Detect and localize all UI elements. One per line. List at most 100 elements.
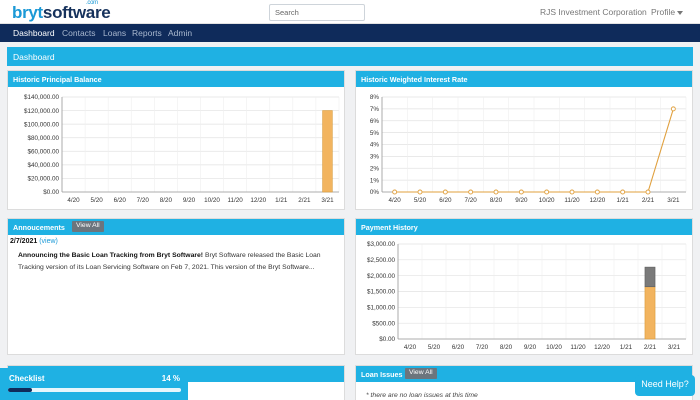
principal-balance-chart: $0.00 $20,000.00 $40,000.00 $60,000.00 $80,0… bbox=[24, 94, 340, 204]
x-tick-label: 9/20 bbox=[515, 197, 528, 204]
y-tick-label: $140,000.00 bbox=[24, 94, 60, 101]
announcements-view-all-button[interactable]: View All bbox=[72, 221, 104, 232]
y-tick-label: $120,000.00 bbox=[24, 108, 60, 115]
data-point bbox=[468, 189, 474, 195]
x-tick-label: 10/20 bbox=[204, 197, 220, 204]
data-point bbox=[493, 189, 499, 195]
x-tick-label: 12/20 bbox=[594, 344, 610, 351]
x-tick-label: 1/21 bbox=[620, 344, 633, 351]
x-tick-label: 6/20 bbox=[439, 197, 452, 204]
announcements-card: Annoucements View All bbox=[7, 218, 345, 355]
nav-admin[interactable]: Admin bbox=[168, 28, 193, 38]
x-tick-label: 2/21 bbox=[298, 197, 311, 204]
interest-rate-chart: 0% 1% 2% 3% 4% 5% 6% 7% 8% 4/20 5/20 6/20 7/20 8/20 9/… bbox=[370, 94, 687, 204]
announcements-header: Annoucements View All bbox=[8, 219, 344, 235]
caret-down-icon bbox=[677, 10, 684, 15]
y-tick-label: $0.00 bbox=[379, 336, 395, 343]
x-tick-label: 10/20 bbox=[539, 197, 555, 204]
y-tick-label: 0% bbox=[370, 189, 380, 196]
data-point bbox=[620, 189, 626, 195]
y-tick-label: $0.00 bbox=[43, 189, 59, 196]
main-nav: Dashboard Contacts Loans Reports Admin bbox=[0, 24, 700, 42]
data-point bbox=[518, 189, 524, 195]
interest-rate-card: Historic Weighted Interest Rate 0% 1% 2% 3%… bbox=[355, 70, 693, 210]
loan-issues-view-all-button[interactable]: View All bbox=[405, 368, 437, 379]
announcements-title: Annoucements bbox=[13, 223, 65, 232]
nav-loans[interactable]: Loans bbox=[103, 28, 127, 38]
x-tick-label: 5/20 bbox=[90, 197, 103, 204]
x-tick-label: 12/20 bbox=[250, 197, 266, 204]
y-tick-label: 4% bbox=[370, 142, 380, 149]
checklist-title: Checklist bbox=[9, 374, 45, 383]
x-tick-label: 12/20 bbox=[589, 197, 605, 204]
interest-rate-title: Historic Weighted Interest Rate bbox=[356, 71, 692, 87]
y-tick-label: 7% bbox=[370, 106, 380, 113]
bar-segment bbox=[644, 266, 656, 288]
principal-balance-title: Historic Principal Balance bbox=[8, 71, 344, 87]
profile-menu[interactable]: Profile bbox=[651, 7, 684, 17]
loan-issues-header: Loan Issues View All bbox=[356, 366, 692, 382]
announcement-body: Bryt Software released the Basic Loan Tr… bbox=[18, 252, 321, 271]
top-bar: brytsoftware .com RJS Investment Corpora… bbox=[0, 0, 700, 24]
y-tick-label: $2,500.00 bbox=[367, 257, 396, 264]
checklist-widget[interactable]: Checklist 14 % bbox=[0, 368, 188, 400]
x-tick-label: 8/20 bbox=[500, 344, 513, 351]
y-tick-label: 3% bbox=[370, 154, 380, 161]
search-input[interactable] bbox=[269, 4, 365, 21]
profile-label: Profile bbox=[651, 7, 676, 17]
bar bbox=[322, 110, 333, 193]
announcement-text: Announcing the Basic Loan Tracking from … bbox=[18, 250, 340, 273]
announcement-view-link[interactable]: (view) bbox=[39, 238, 58, 245]
x-tick-label: 10/20 bbox=[546, 344, 562, 351]
x-tick-label: 11/20 bbox=[570, 344, 586, 351]
checklist-progress-track bbox=[8, 388, 181, 392]
nav-contacts[interactable]: Contacts bbox=[62, 28, 96, 38]
payment-history-chart: $0.00 $500.00 $1,000.00 $1,500.00 $2,000.00 $… bbox=[367, 241, 687, 351]
y-tick-label: $80,000.00 bbox=[27, 135, 59, 142]
series-line bbox=[394, 108, 674, 193]
x-tick-label: 3/21 bbox=[667, 197, 680, 204]
y-tick-label: $60,000.00 bbox=[27, 148, 59, 155]
x-tick-label: 7/20 bbox=[465, 197, 478, 204]
x-tick-label: 1/21 bbox=[617, 197, 630, 204]
bryt-software-logo[interactable]: brytsoftware .com bbox=[12, 0, 111, 23]
x-tick-label: 4/20 bbox=[67, 197, 80, 204]
y-tick-label: 6% bbox=[370, 118, 380, 125]
x-tick-label: 6/20 bbox=[114, 197, 127, 204]
x-tick-label: 7/20 bbox=[476, 344, 489, 351]
announcement-date: 2/7/2021 bbox=[10, 238, 38, 245]
y-tick-label: 5% bbox=[370, 130, 380, 137]
nav-dashboard[interactable]: Dashboard bbox=[13, 28, 55, 38]
x-tick-label: 3/21 bbox=[321, 197, 334, 204]
x-tick-label: 9/20 bbox=[524, 344, 537, 351]
x-tick-label: 11/20 bbox=[227, 197, 243, 204]
y-tick-label: $20,000.00 bbox=[27, 176, 59, 183]
page-title: Dashboard bbox=[7, 47, 693, 66]
x-tick-label: 9/20 bbox=[183, 197, 196, 204]
loan-issues-title: Loan Issues bbox=[361, 370, 403, 379]
y-tick-label: $1,500.00 bbox=[367, 289, 396, 296]
x-tick-label: 3/21 bbox=[668, 344, 681, 351]
checklist-percent: 14 % bbox=[161, 374, 180, 383]
data-point bbox=[594, 189, 600, 195]
logo-part-2: software bbox=[42, 3, 111, 22]
bar-segment bbox=[644, 286, 656, 340]
nav-reports[interactable]: Reports bbox=[132, 28, 162, 38]
data-point bbox=[645, 189, 651, 195]
need-help-button[interactable]: Need Help? bbox=[635, 375, 695, 396]
announcement-headline: Announcing the Basic Loan Tracking from … bbox=[18, 252, 204, 259]
data-point bbox=[670, 106, 676, 112]
loan-issues-empty-text: * there are no loan issues at this time bbox=[366, 392, 478, 399]
x-tick-label: 4/20 bbox=[389, 197, 402, 204]
data-point bbox=[392, 189, 398, 195]
y-tick-label: $1,000.00 bbox=[367, 305, 396, 312]
x-tick-label: 7/20 bbox=[137, 197, 150, 204]
announcement-date-line: 2/7/2021 (view) bbox=[10, 238, 58, 245]
x-tick-label: 11/20 bbox=[564, 197, 580, 204]
y-tick-label: 2% bbox=[370, 165, 380, 172]
x-tick-label: 4/20 bbox=[404, 344, 417, 351]
checklist-progress-fill bbox=[8, 388, 33, 392]
x-tick-label: 5/20 bbox=[428, 344, 441, 351]
company-name[interactable]: RJS Investment Corporation bbox=[540, 7, 647, 17]
x-tick-label: 8/20 bbox=[490, 197, 503, 204]
